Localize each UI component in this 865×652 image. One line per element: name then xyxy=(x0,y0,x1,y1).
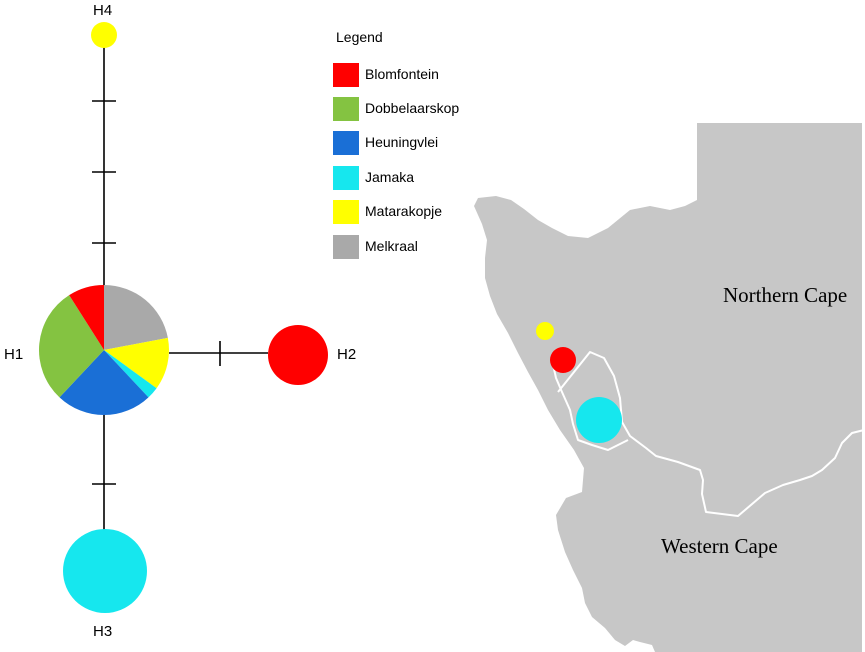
haplotype-h2-node xyxy=(268,325,328,385)
pie-slice-melkraal xyxy=(104,285,168,350)
legend-swatch-matarakopje xyxy=(333,200,359,224)
haplotype-h1-pie xyxy=(38,285,170,415)
pie-slice-matarakopje xyxy=(104,337,170,389)
pie-slice-dobbelaarskop xyxy=(38,295,104,398)
legend-title: Legend xyxy=(336,29,383,45)
site-marker-blomfontein xyxy=(550,347,576,373)
haplotype-label-h3: H3 xyxy=(93,623,112,640)
legend-swatch-dobbelaarskop xyxy=(333,97,359,121)
legend-label-dobbelaarskop: Dobbelaarskop xyxy=(365,100,459,116)
provincial-border-north xyxy=(557,351,865,517)
legend-label-jamaka: Jamaka xyxy=(365,169,414,185)
haplotype-label-h4: H4 xyxy=(93,2,112,19)
haplotype-h4-node xyxy=(91,22,117,48)
pie-slice-heuningvlei xyxy=(59,350,149,415)
legend-label-blomfontein: Blomfontein xyxy=(365,66,439,82)
legend-label-matarakopje: Matarakopje xyxy=(365,203,442,219)
provincial-border-south xyxy=(551,359,629,451)
legend-swatch-blomfontein xyxy=(333,63,359,87)
haplotype-h3-node xyxy=(63,529,147,613)
legend-label-melkraal: Melkraal xyxy=(365,238,418,254)
haplotype-network: H1 H2 H3 H4 xyxy=(4,2,356,640)
legend: Legend Blomfontein Dobbelaarskop Heuning… xyxy=(333,29,459,259)
haplotype-label-h1: H1 xyxy=(4,346,23,363)
pie-slice-blomfontein xyxy=(69,285,104,350)
region-label-western-cape: Western Cape xyxy=(661,534,778,558)
land-mass xyxy=(474,123,862,652)
legend-swatch-heuningvlei xyxy=(333,131,359,155)
pie-slice-jamaka xyxy=(104,350,157,398)
legend-swatch-jamaka xyxy=(333,166,359,190)
site-marker-jamaka xyxy=(576,397,622,443)
legend-swatch-melkraal xyxy=(333,235,359,259)
legend-label-heuningvlei: Heuningvlei xyxy=(365,134,438,150)
site-marker-matarakopje xyxy=(536,322,554,340)
map: Northern Cape Western Cape xyxy=(474,123,865,652)
haplotype-label-h2: H2 xyxy=(337,346,356,363)
region-label-northern-cape: Northern Cape xyxy=(723,283,847,307)
